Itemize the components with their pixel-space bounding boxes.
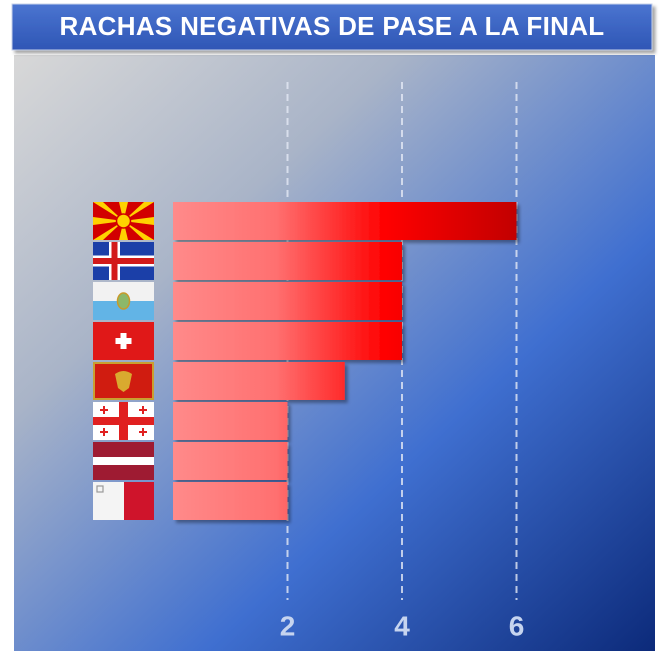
flag — [93, 482, 154, 520]
bar — [173, 442, 288, 480]
bar — [173, 322, 402, 360]
flag — [93, 442, 154, 480]
bar — [173, 362, 345, 400]
x-tick-label: 2 — [280, 610, 296, 641]
chart-title: RACHAS NEGATIVAS DE PASE A LA FINAL — [60, 11, 605, 41]
flags — [93, 202, 154, 520]
x-tick-label: 6 — [509, 610, 525, 641]
title-box — [11, 3, 653, 51]
flag — [93, 202, 154, 240]
bar — [173, 282, 402, 320]
flag — [93, 402, 154, 440]
bar — [173, 242, 402, 280]
flag — [93, 282, 154, 320]
bar — [173, 482, 288, 520]
bar — [173, 402, 288, 440]
flag — [93, 322, 154, 360]
bar — [173, 202, 517, 240]
x-tick-label: 4 — [394, 610, 410, 641]
flag — [93, 242, 154, 280]
flag — [93, 362, 154, 400]
